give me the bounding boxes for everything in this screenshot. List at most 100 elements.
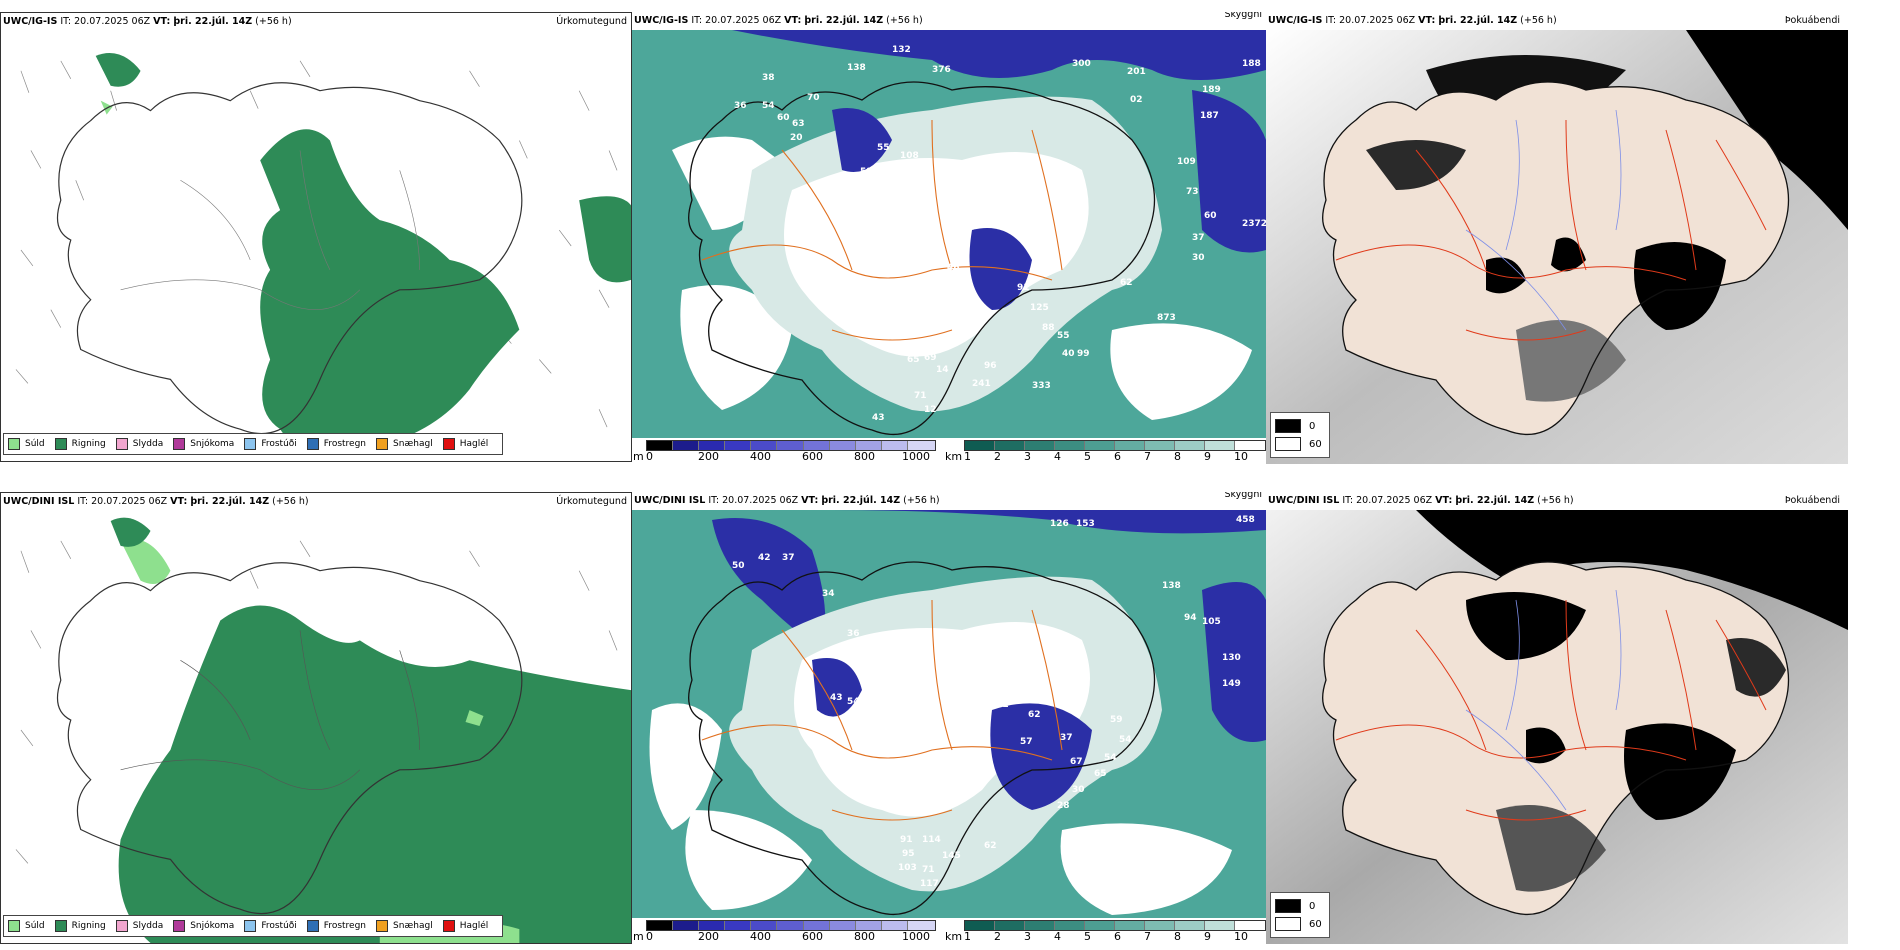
ceiling-labels: 38 70 138 376 132 189 187 188 300 201 02… (734, 45, 1266, 423)
svg-text:54: 54 (762, 101, 775, 111)
svg-text:40: 40 (1062, 349, 1075, 359)
panel-title: Skyggni (1224, 492, 1262, 500)
svg-text:37: 37 (1060, 733, 1073, 743)
svg-text:188: 188 (1242, 59, 1261, 69)
svg-text:28: 28 (1057, 801, 1070, 811)
svg-text:71: 71 (914, 391, 927, 401)
svg-text:103: 103 (898, 863, 917, 873)
legend-item: Frostregn (306, 438, 366, 450)
svg-text:95: 95 (902, 849, 915, 859)
legend-item: Snjókoma (173, 920, 234, 932)
roads (120, 630, 420, 790)
legend-item: Frostúði (244, 438, 297, 450)
svg-text:72: 72 (930, 723, 943, 733)
svg-text:153: 153 (1076, 519, 1095, 529)
svg-text:30: 30 (1192, 253, 1205, 263)
svg-text:46: 46 (947, 263, 960, 273)
legend-item: Snæhagl (376, 920, 433, 932)
svg-text:138: 138 (847, 63, 866, 73)
ceiling-panel-bottom: UWC/DINI ISL IT: 20.07.2025 06Z VT: þri.… (632, 492, 1266, 944)
svg-text:55: 55 (877, 143, 890, 153)
svg-text:2372: 2372 (1242, 219, 1266, 229)
svg-text:37: 37 (782, 553, 795, 563)
svg-text:96: 96 (984, 361, 997, 371)
ceiling-scale: m 0 200 400 600 800 1000 (632, 918, 942, 944)
svg-text:55: 55 (1057, 331, 1070, 341)
panel-header: UWC/IG-IS IT: 20.07.2025 06Z VT: þri. 22… (1, 13, 631, 31)
svg-text:88: 88 (864, 685, 877, 695)
iceland-outline (56, 562, 523, 915)
svg-text:109: 109 (1177, 157, 1196, 167)
svg-text:300: 300 (1072, 59, 1091, 69)
svg-text:36: 36 (847, 629, 860, 639)
svg-text:62: 62 (984, 841, 997, 851)
panel-header: UWC/DINI ISL IT: 20.07.2025 06Z VT: þri.… (632, 492, 1266, 510)
svg-text:94: 94 (1184, 613, 1197, 623)
ceiling-labels: 126 153 458 50 42 37 34 36 88 54 43 386 … (732, 515, 1255, 889)
svg-text:37: 37 (1192, 233, 1205, 243)
svg-text:14: 14 (936, 365, 949, 375)
svg-text:71: 71 (922, 865, 935, 875)
svg-text:72: 72 (862, 313, 875, 323)
fog-legend-item: 0 (1275, 899, 1315, 913)
panel-title: Þokuábendi (1784, 15, 1840, 26)
svg-text:91: 91 (900, 835, 913, 845)
svg-text:65: 65 (907, 355, 920, 365)
svg-text:873: 873 (1157, 313, 1176, 323)
svg-text:99: 99 (1077, 349, 1090, 359)
roads (701, 119, 1063, 341)
fog-legend: 0 60 (1270, 892, 1330, 938)
svg-text:241: 241 (972, 379, 991, 389)
wind-barbs (15, 540, 618, 864)
rivers (1465, 109, 1622, 331)
legend-item: Rigning (54, 438, 106, 450)
ceiling-map: 38 70 138 376 132 189 187 188 300 201 02… (632, 30, 1266, 438)
legend-item: Súld (8, 438, 45, 450)
svg-text:63: 63 (792, 119, 805, 129)
svg-text:145: 145 (942, 851, 961, 861)
ceiling-scale: m 0 200 400 600 800 1000 (632, 438, 942, 464)
svg-text:30: 30 (1072, 785, 1085, 795)
svg-text:70: 70 (807, 93, 820, 103)
svg-text:201: 201 (1127, 67, 1146, 77)
svg-text:189: 189 (1202, 85, 1221, 95)
svg-text:54: 54 (1119, 735, 1132, 745)
svg-text:73: 73 (1186, 187, 1199, 197)
svg-text:70: 70 (962, 713, 975, 723)
svg-text:91: 91 (1017, 283, 1030, 293)
panel-header: UWC/DINI ISL IT: 20.07.2025 06Z VT: þri.… (1266, 492, 1900, 510)
svg-text:62: 62 (1028, 710, 1041, 720)
precip-panel-bottom: UWC/DINI ISL IT: 20.07.2025 06Z VT: þri.… (0, 492, 632, 944)
fog-panel-bottom: UWC/DINI ISL IT: 20.07.2025 06Z VT: þri.… (1266, 492, 1900, 944)
legend-item: Frostúði (244, 920, 297, 932)
fog-panel-top: UWC/IG-IS IT: 20.07.2025 06Z VT: þri. 22… (1266, 12, 1900, 464)
svg-text:02: 02 (1130, 95, 1143, 105)
ceiling-panel-top: UWC/IG-IS IT: 20.07.2025 06Z VT: þri. 22… (632, 12, 1266, 464)
legend-item: Haglél (442, 920, 488, 932)
visibility-scale-cells (964, 920, 1266, 931)
roads (1335, 599, 1767, 821)
svg-text:38: 38 (762, 73, 775, 83)
svg-text:76: 76 (1056, 688, 1069, 698)
precip-panel-top: UWC/IG-IS IT: 20.07.2025 06Z VT: þri. 22… (0, 12, 632, 462)
svg-text:57: 57 (1020, 737, 1033, 747)
visibility-scale-cells (964, 440, 1266, 451)
svg-text:69: 69 (924, 353, 937, 363)
legend-item: Rigning (54, 920, 106, 932)
roads (701, 599, 1063, 821)
svg-text:386: 386 (894, 693, 913, 703)
fog-map (1266, 510, 1848, 944)
precip-map (1, 31, 631, 461)
svg-text:36: 36 (734, 101, 747, 111)
panel-title: Úrkomutegund (556, 496, 627, 507)
roads (120, 150, 420, 310)
svg-text:34: 34 (822, 589, 835, 599)
legend-item: Slydda (115, 438, 163, 450)
ceiling-scale-cells (646, 920, 936, 931)
svg-text:112: 112 (990, 700, 1009, 710)
visibility-unit: km (945, 450, 963, 463)
svg-text:21: 21 (897, 255, 910, 265)
svg-text:458: 458 (1236, 515, 1255, 525)
svg-text:43: 43 (830, 693, 843, 703)
svg-text:20: 20 (790, 133, 803, 143)
